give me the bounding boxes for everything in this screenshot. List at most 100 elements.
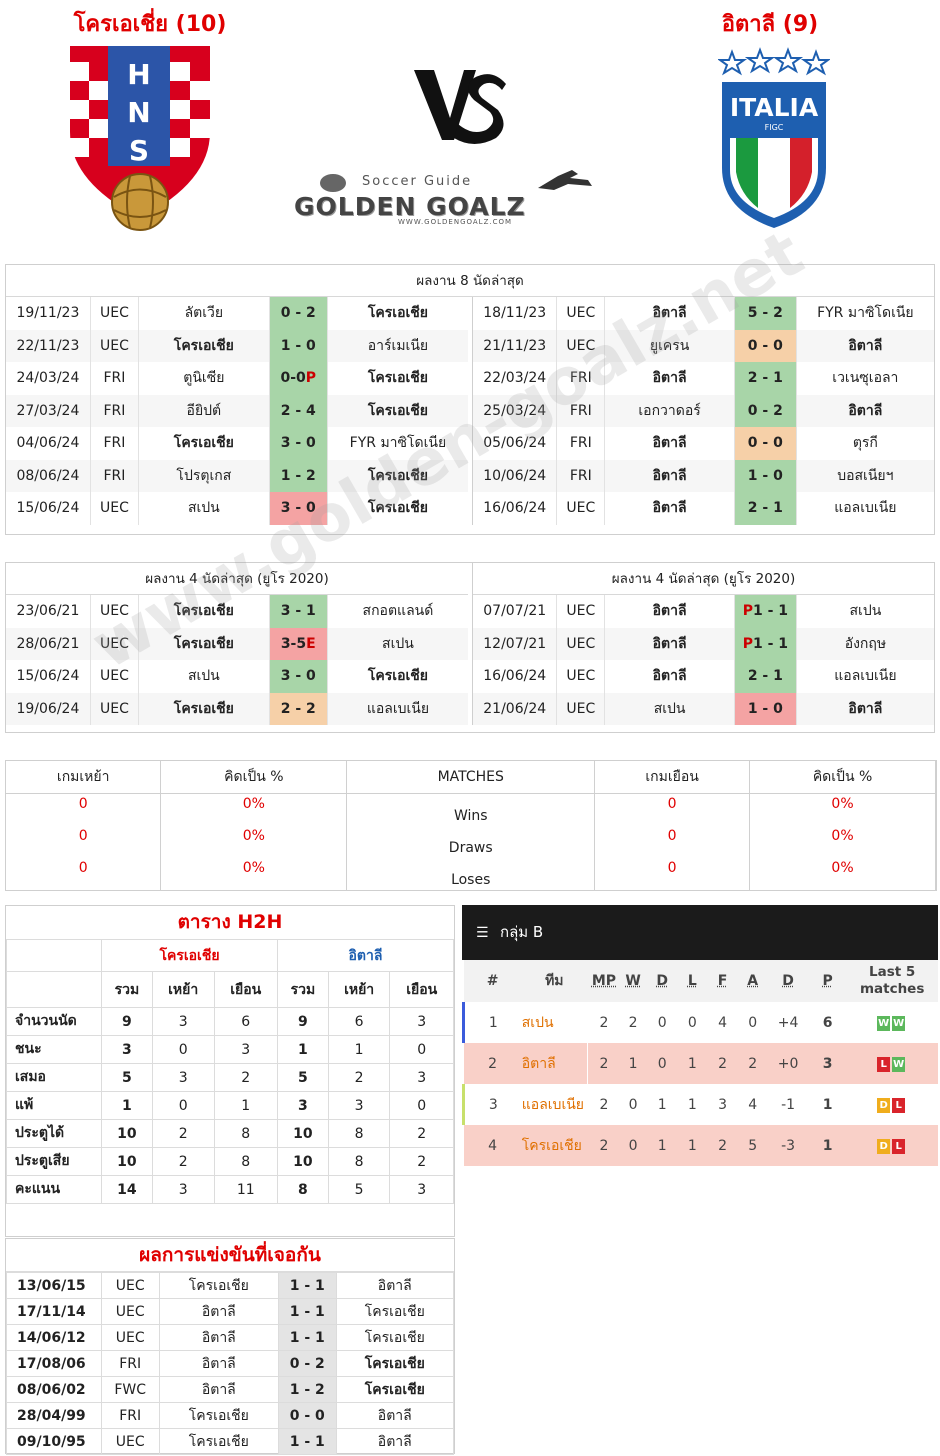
group-cell: 1 — [677, 1084, 707, 1125]
group-row: 3 แอลเบเนีย 2 0 1 1 3 4 -1 1 D L — [461, 1084, 938, 1125]
form-badge: W — [877, 1016, 891, 1031]
match-competition: FRI — [90, 394, 140, 427]
group-cell: 6 — [808, 1002, 847, 1043]
match-date: 19/11/23 — [6, 297, 91, 330]
match-row: 16/06/24 UEC อิตาลี 2 - 1 แอลเบเนีย — [473, 492, 934, 525]
match-score: 0 - 0 — [734, 427, 797, 460]
last8-panel: ผลงาน 8 นัดล่าสุด 19/11/23 UEC ลัตเวีย 0 - … — [5, 264, 935, 535]
result-row: 09/10/95 UEC โครเอเชีย 1 - 1 อิตาลี — [6, 1428, 455, 1455]
away-team: โครเอเชีย — [327, 459, 468, 492]
match-score: 1 - 0 — [734, 459, 797, 492]
h2h-value: 3 — [101, 1035, 153, 1064]
result-row: 17/11/14 UEC อิตาลี 1 - 1 โครเอเชีย — [6, 1298, 455, 1325]
group-cell: 4 — [463, 1125, 522, 1166]
player-silhouette-icon — [528, 168, 598, 192]
result-score: 1 - 1 — [278, 1272, 337, 1299]
h2h-value: 3 — [151, 1007, 215, 1036]
group-cell: 1 — [677, 1125, 707, 1166]
home-team: อิตาลี — [604, 492, 735, 525]
group-row: 1 สเปน 2 2 0 0 4 0 +4 6 W W — [461, 1002, 938, 1043]
h2h-value: 3 — [327, 1091, 391, 1120]
h2h-value: 6 — [327, 1007, 391, 1036]
match-score: 5 - 2 — [734, 297, 797, 330]
h2h-panel: ตาราง H2H โครเอเชีย อิตาลี รวม เหย้า เยือน รว… — [5, 905, 455, 1237]
stats-header-row: เกมเหย้า คิดเป็น % MATCHES เกมเยือน คิดเป็น … — [6, 761, 936, 794]
h2h-value: 9 — [276, 1007, 329, 1036]
h2h-value: 10 — [101, 1119, 153, 1148]
svg-text:FIGC: FIGC — [765, 123, 784, 132]
group-cell: 1 — [461, 1002, 522, 1043]
h2h-value: 5 — [276, 1063, 329, 1092]
h2h-value: 2 — [151, 1147, 215, 1176]
match-score: 2 - 1 — [734, 492, 797, 525]
h2h-value: 8 — [327, 1147, 391, 1176]
match-date: 18/11/23 — [473, 297, 558, 330]
last8-title: ผลงาน 8 นัดล่าสุด — [6, 265, 934, 297]
match-date: 16/06/24 — [473, 660, 558, 693]
stats-cell: Loses — [346, 858, 596, 891]
group-col-header: Last 5 matches — [846, 960, 938, 1002]
result-competition: UEC — [100, 1272, 160, 1299]
home-team: เอกวาดอร์ — [604, 394, 735, 427]
match-score: 1 - 0 — [269, 329, 328, 362]
h2h-value: 3 — [151, 1063, 215, 1092]
home-team-title: โครเอเชี่ย (10) — [73, 12, 227, 37]
group-cell: 2 — [619, 1002, 647, 1043]
group-team-name: แอลเบเนีย — [521, 1084, 589, 1125]
stats-cell: 0 — [594, 825, 751, 858]
h2h-col-header: เยือน — [213, 971, 278, 1008]
result-score: 1 - 1 — [278, 1428, 337, 1455]
stats-row: 0 0% Draws 0 0% — [6, 825, 936, 858]
h2h-value: 1 — [101, 1091, 153, 1120]
match-competition: FRI — [556, 362, 606, 395]
home-team: อิตาลี — [604, 627, 735, 660]
match-score: 3 - 0 — [269, 492, 328, 525]
italy-crest-icon: ITALIA FIGC — [716, 44, 832, 230]
last8-home-table: 19/11/23 UEC ลัตเวีย 0 - 2 โครเอเชีย 22/11/23… — [6, 297, 468, 525]
match-competition: UEC — [556, 692, 606, 725]
match-date: 10/06/24 — [473, 459, 558, 492]
group-cell: -3 — [767, 1125, 809, 1166]
away-team: สกอตแลนด์ — [362, 603, 434, 620]
match-score: 0 - 2 — [269, 297, 328, 330]
h2h-row: ประตูได้ 10 2 8 10 8 2 — [6, 1119, 454, 1148]
vs-icon — [412, 66, 512, 146]
match-competition: FRI — [90, 427, 140, 460]
result-away: อิตาลี — [335, 1428, 455, 1455]
form-badge: L — [877, 1057, 891, 1072]
result-date: 17/08/06 — [6, 1350, 102, 1377]
list-icon: ☰ — [476, 925, 489, 941]
group-cell: 2 — [588, 1002, 620, 1043]
result-row: 14/06/12 UEC อิตาลี 1 - 1 โครเอเชีย — [6, 1324, 455, 1351]
away-team: อังกฤษ — [796, 627, 934, 660]
group-cell: 0 — [646, 1043, 678, 1084]
h2h-value: 8 — [276, 1175, 329, 1204]
h2h-value: 14 — [101, 1175, 153, 1204]
group-col-header: P — [808, 960, 847, 1002]
last4-away-block: ผลงาน 4 นัดล่าสุด (ยูโร 2020) 07/07/21 UE… — [472, 563, 934, 725]
match-score: 1 - 2 — [269, 459, 328, 492]
h2h-value: 0 — [151, 1091, 215, 1120]
h2h-value: 8 — [213, 1147, 278, 1176]
match-competition: UEC — [90, 329, 140, 362]
h2h-value: 2 — [389, 1119, 454, 1148]
group-team-name: สเปน — [521, 1002, 589, 1043]
result-away: อิตาลี — [335, 1402, 455, 1429]
h2h-row-label: คะแนน — [6, 1175, 102, 1204]
h2h-col-header: เยือน — [389, 971, 454, 1008]
stats-cell: 0 — [594, 793, 751, 826]
result-date: 13/06/15 — [6, 1272, 102, 1299]
home-team: ยูเครน — [604, 329, 735, 362]
away-team: อิตาลี — [796, 329, 934, 362]
home-team: อิตาลี — [604, 459, 735, 492]
group-col-header: D — [767, 960, 809, 1002]
h2h-value: 3 — [151, 1175, 215, 1204]
match-row: 28/06/21 UEC โครเอเชีย 3-5E สเปน — [6, 627, 468, 660]
form-badge: W — [892, 1057, 906, 1072]
group-col-header: L — [677, 960, 707, 1002]
match-score: 3 - 0 — [269, 427, 328, 460]
h2h-value: 8 — [327, 1119, 391, 1148]
stats-cell: Draws — [346, 825, 596, 858]
logo-url-text: WWW.GOLDENGOALZ.COM — [398, 218, 513, 226]
match-date: 21/11/23 — [473, 329, 558, 362]
